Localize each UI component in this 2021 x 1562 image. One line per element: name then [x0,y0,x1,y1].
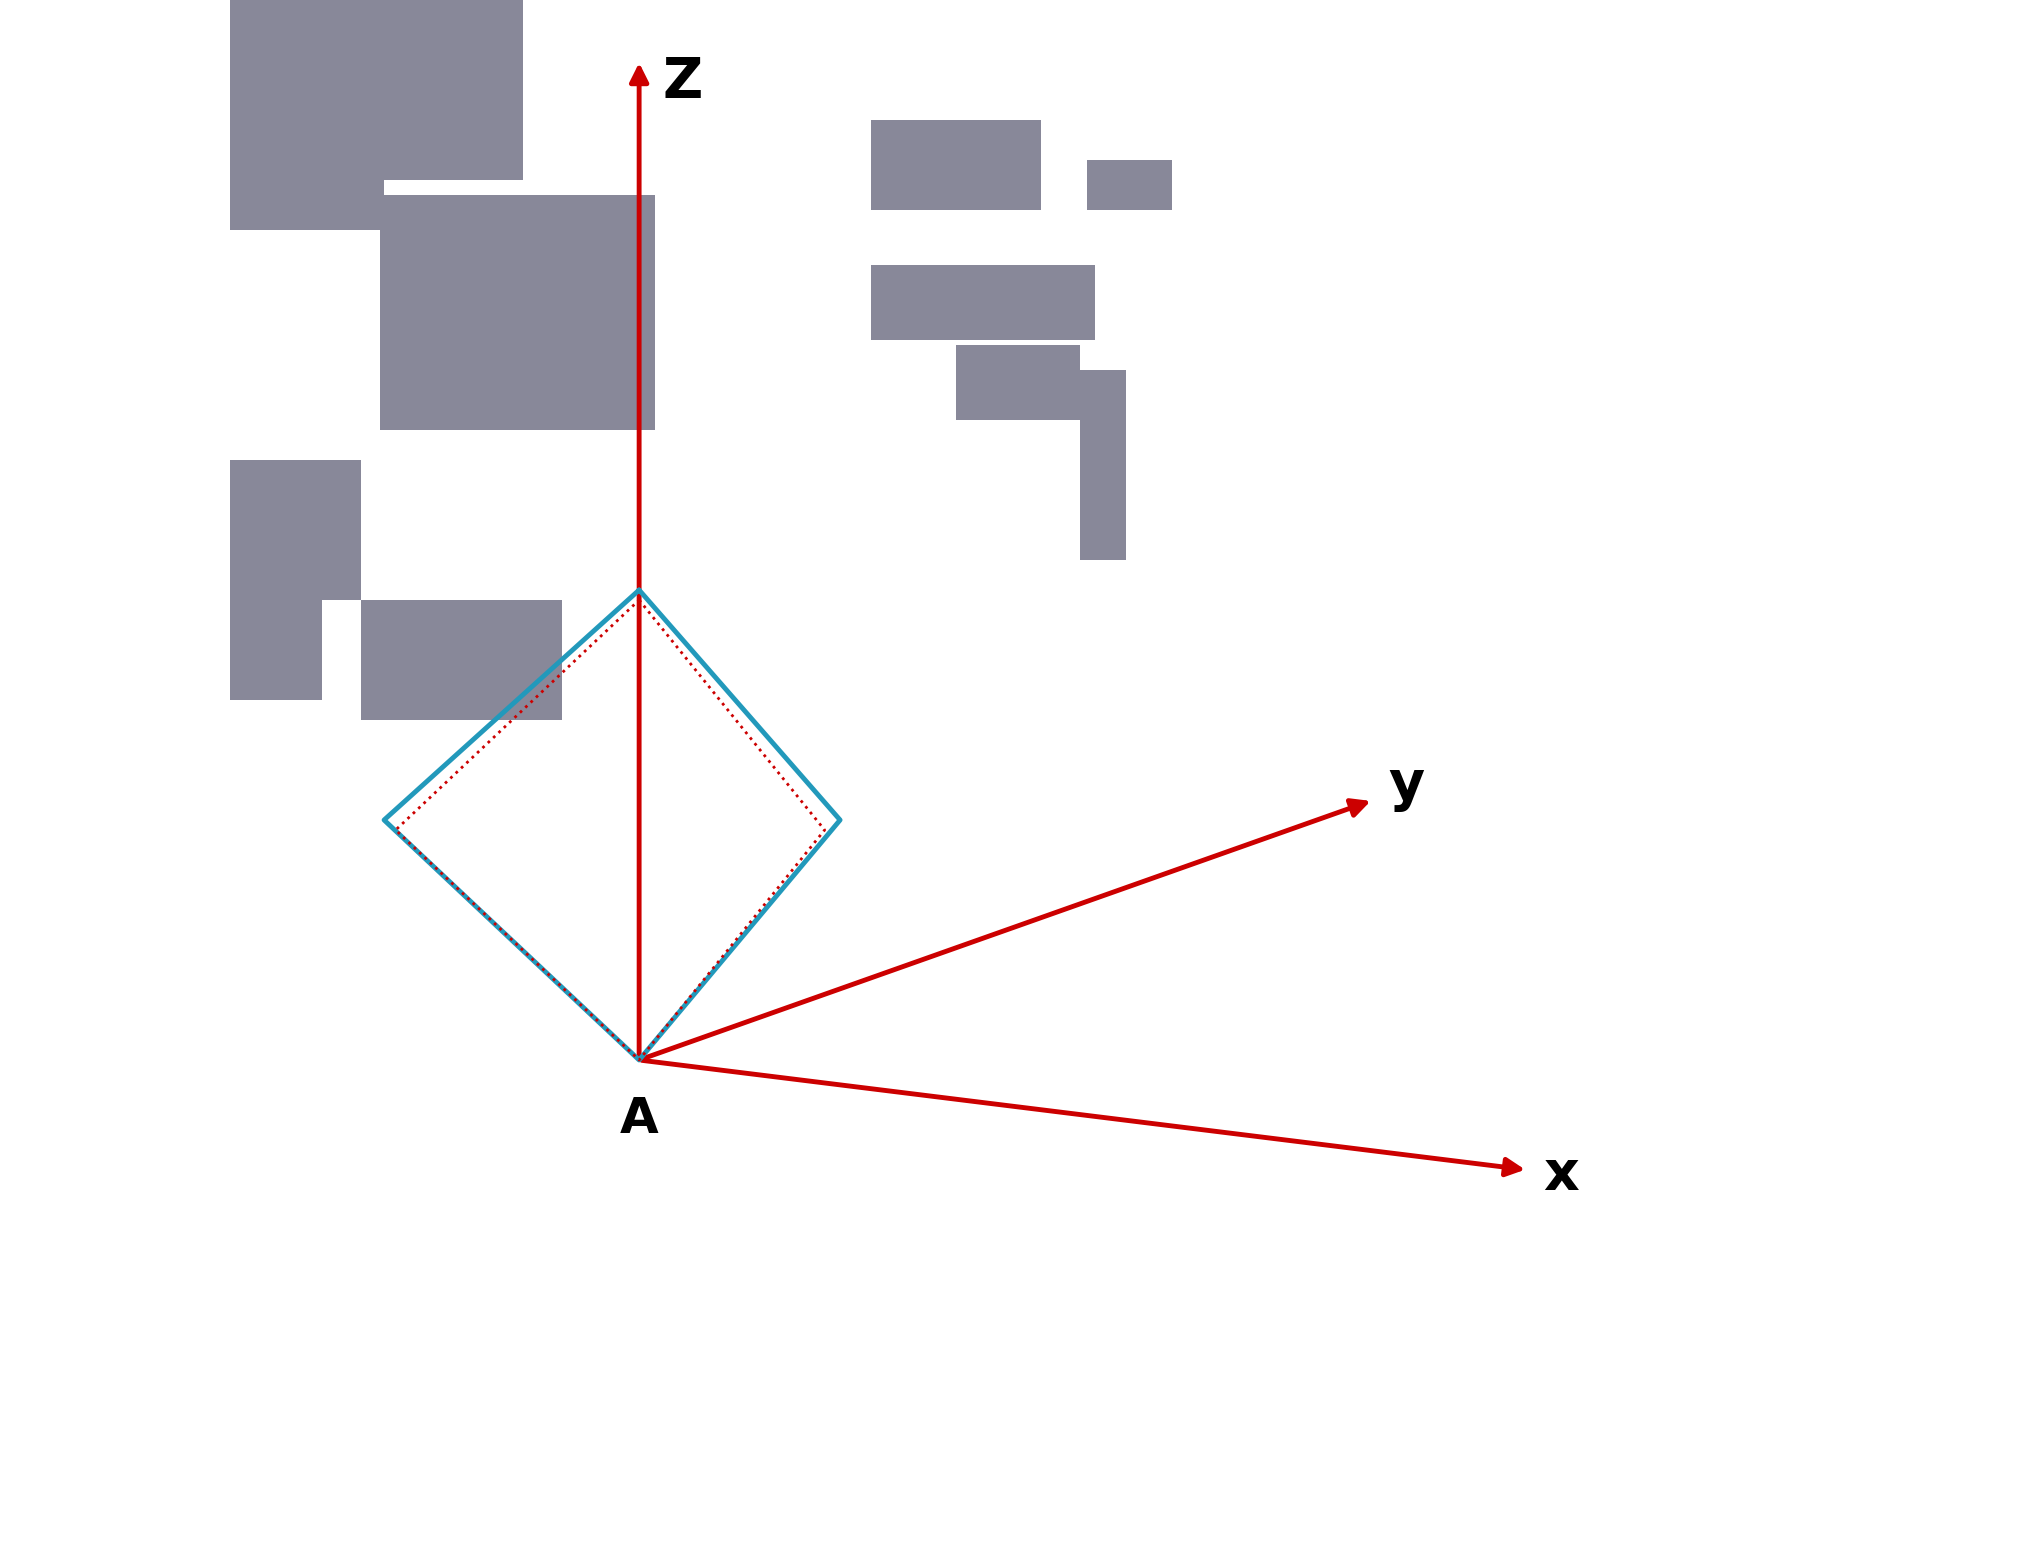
Text: Z: Z [663,55,703,109]
Text: y: y [1388,758,1425,812]
Bar [1079,370,1126,561]
Bar [956,345,1079,420]
Bar [362,600,562,720]
Bar [1087,159,1172,209]
Bar [871,266,1095,341]
Text: x: x [1544,1148,1578,1203]
Bar [380,195,655,430]
Bar [871,120,1041,209]
Bar [230,459,362,600]
Bar [230,0,384,230]
Text: A: A [620,1095,659,1143]
Bar [380,0,523,180]
Bar [230,590,321,700]
